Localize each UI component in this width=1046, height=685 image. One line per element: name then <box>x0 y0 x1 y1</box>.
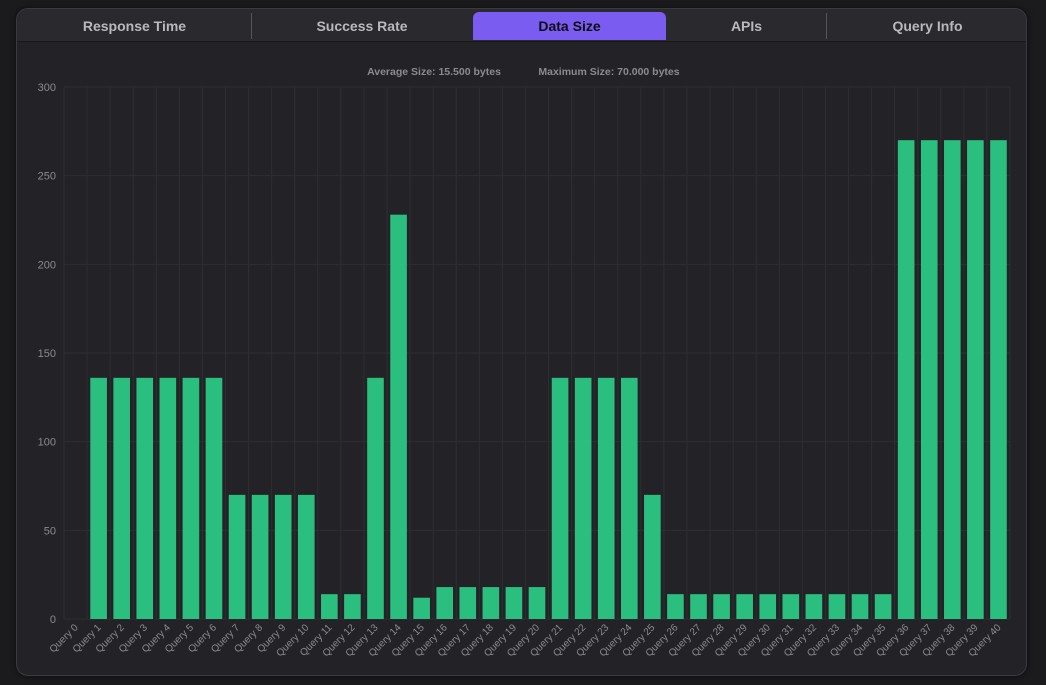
average-size-label: Average Size: 15.500 bytes <box>367 66 501 78</box>
grid-lines <box>63 86 1011 620</box>
bar-query-30[interactable] <box>759 594 777 619</box>
y-tick-label: 100 <box>38 437 56 449</box>
bar-query-19[interactable] <box>505 587 523 619</box>
data-size-bar-chart: Average Size: 15.500 bytes Maximum Size:… <box>38 66 1011 659</box>
bars <box>90 140 1007 619</box>
bar-query-29[interactable] <box>736 594 753 619</box>
maximum-size-label: Maximum Size: 70.000 bytes <box>538 66 679 78</box>
bar-query-10[interactable] <box>297 494 315 619</box>
bar-query-16[interactable] <box>436 587 454 619</box>
bar-query-25[interactable] <box>644 494 661 619</box>
bar-query-12[interactable] <box>344 594 361 619</box>
bar-query-39[interactable] <box>967 140 984 619</box>
bar-query-6[interactable] <box>205 377 223 619</box>
bar-query-17[interactable] <box>459 587 477 619</box>
bar-query-26[interactable] <box>667 594 684 619</box>
bar-query-18[interactable] <box>482 587 500 619</box>
bar-query-3[interactable] <box>136 377 154 619</box>
bar-query-28[interactable] <box>713 594 730 619</box>
y-tick-label: 250 <box>38 171 56 183</box>
bar-query-32[interactable] <box>805 594 823 619</box>
y-tick-label: 50 <box>44 525 56 537</box>
bar-query-22[interactable] <box>574 377 592 619</box>
bar-query-24[interactable] <box>620 377 638 619</box>
bar-query-33[interactable] <box>828 594 846 619</box>
bar-query-35[interactable] <box>874 594 892 619</box>
tab-query-info[interactable]: Query Info <box>892 18 963 34</box>
tab-success-rate[interactable]: Success Rate <box>316 18 408 34</box>
bar-query-27[interactable] <box>690 594 707 619</box>
bar-query-5[interactable] <box>182 377 200 619</box>
bar-query-34[interactable] <box>851 594 869 619</box>
bar-query-4[interactable] <box>159 377 177 619</box>
bar-query-11[interactable] <box>321 594 338 619</box>
bar-query-23[interactable] <box>597 377 615 619</box>
bar-query-13[interactable] <box>367 377 384 619</box>
bar-query-40[interactable] <box>990 140 1007 619</box>
tab-apis[interactable]: APIs <box>666 12 827 40</box>
y-axis-ticks: 0 50 100 150 200 250 300 <box>38 82 56 626</box>
bar-query-21[interactable] <box>551 377 569 619</box>
bar-query-20[interactable] <box>528 587 546 619</box>
tab-response-time[interactable]: Response Time <box>17 12 252 40</box>
tab-bar: Response Time Success Rate Data Size API… <box>17 9 1026 42</box>
y-tick-label: 300 <box>38 82 56 94</box>
y-tick-label: 0 <box>50 614 56 626</box>
bar-query-2[interactable] <box>113 377 130 619</box>
data-size-panel: Response Time Success Rate Data Size API… <box>16 8 1027 676</box>
bar-query-8[interactable] <box>251 494 269 619</box>
bar-query-1[interactable] <box>90 377 107 619</box>
y-tick-label: 150 <box>38 348 56 360</box>
bar-query-37[interactable] <box>920 140 938 619</box>
bar-query-38[interactable] <box>944 140 961 619</box>
bar-query-36[interactable] <box>897 140 915 619</box>
tab-data-size[interactable]: Data Size <box>473 12 666 40</box>
chart-area: Average Size: 15.500 bytes Maximum Size:… <box>17 42 1026 675</box>
bar-query-7[interactable] <box>228 494 246 619</box>
bar-query-31[interactable] <box>782 594 800 619</box>
y-tick-label: 200 <box>38 259 56 271</box>
bar-query-15[interactable] <box>413 597 430 619</box>
bar-query-14[interactable] <box>390 214 407 619</box>
bar-query-9[interactable] <box>274 494 292 619</box>
